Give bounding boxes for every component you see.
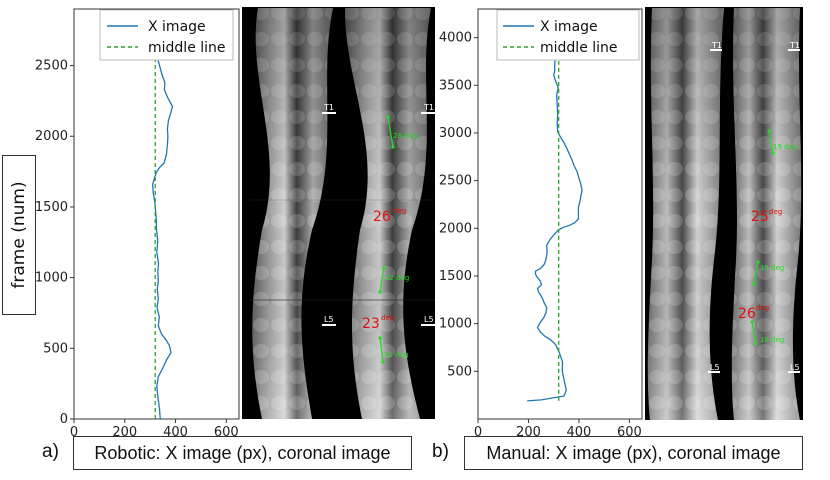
legend-box bbox=[496, 9, 640, 61]
y-tick-label: 1000 bbox=[439, 317, 472, 332]
y-axis-label: frame (num) bbox=[9, 181, 29, 289]
angle-green-2: 22 deg bbox=[385, 274, 409, 282]
coronal-images-b: T1 T1 L5 L5 19 deg 25 deg 15 deg 26 deg … bbox=[645, 7, 803, 420]
legend-label-x-image: X image bbox=[148, 19, 206, 35]
angle-red-1-unit: deg bbox=[769, 208, 782, 216]
caption-a-text: Robotic: X image (px), coronal image bbox=[94, 442, 391, 463]
angle-red-1-value: 25 bbox=[751, 209, 769, 225]
angle-red-1-value: 26 bbox=[373, 209, 391, 225]
plot-b: 0 200 400 600500100015002000250030003500400… bbox=[439, 8, 643, 440]
angle-point-green bbox=[754, 342, 758, 346]
y-tick-label: 500 bbox=[43, 341, 68, 356]
angle-point-green bbox=[767, 129, 771, 133]
angle-point-green bbox=[752, 282, 756, 286]
angle-green-3: 18 deg bbox=[760, 336, 784, 344]
angle-point-green bbox=[382, 266, 386, 270]
angle-red-2-unit: deg bbox=[756, 304, 769, 312]
angle-green-2: 15 deg bbox=[760, 264, 784, 272]
y-tick-label: 500 bbox=[447, 364, 472, 379]
legend-label-middle-line: middle line bbox=[540, 40, 618, 56]
legend-label-x-image: X image bbox=[540, 19, 598, 35]
caption-letter-a: a) bbox=[42, 441, 59, 462]
caption-a: Robotic: X image (px), coronal image bbox=[73, 436, 412, 470]
series-x-image bbox=[527, 60, 583, 402]
y-tick-label: 2500 bbox=[439, 174, 472, 189]
y-axis-label-box: frame (num) bbox=[2, 155, 36, 315]
angle-point-green bbox=[378, 336, 382, 340]
y-tick-label: 1500 bbox=[439, 269, 472, 284]
caption-b-text: Manual: X image (px), coronal image bbox=[486, 442, 781, 463]
legend-box bbox=[99, 9, 234, 61]
plot-b-frame bbox=[477, 8, 643, 420]
angle-green-3: 31 deg bbox=[384, 351, 408, 359]
spine-image-a-left-shade bbox=[252, 8, 333, 419]
angle-line-green bbox=[768, 130, 774, 154]
level-label-l5-right: L5 bbox=[424, 315, 434, 324]
angle-green-1: 19 deg bbox=[773, 143, 797, 151]
y-tick-label: 1000 bbox=[35, 271, 68, 286]
angle-red-2-unit: deg bbox=[381, 314, 394, 322]
angle-point-green bbox=[750, 320, 754, 324]
y-tick-label: 3000 bbox=[439, 126, 472, 141]
plot-b-lines bbox=[527, 60, 583, 402]
angle-line-green bbox=[379, 337, 384, 363]
angle-point-green bbox=[381, 360, 385, 364]
plot-b-legend: X image middle line bbox=[496, 9, 640, 61]
caption-b: Manual: X image (px), coronal image bbox=[464, 436, 803, 470]
angle-line-green bbox=[379, 267, 385, 293]
level-label-l5-left: L5 bbox=[324, 315, 334, 324]
plot-a-legend: X image middle line bbox=[99, 9, 234, 61]
angle-point-green bbox=[756, 260, 760, 264]
x-tick-label: 0 bbox=[474, 425, 482, 440]
angle-point-green bbox=[386, 115, 390, 119]
spine-image-b-left-shade bbox=[647, 8, 724, 420]
y-tick-label: 4000 bbox=[439, 31, 472, 46]
angle-point-green bbox=[771, 151, 775, 155]
angle-red-1-unit: deg bbox=[393, 207, 406, 215]
level-label-t1-left: T1 bbox=[711, 41, 722, 50]
legend-label-middle-line: middle line bbox=[148, 40, 226, 56]
y-tick-label: 0 bbox=[60, 412, 68, 427]
spine-image-b-right-shade bbox=[731, 8, 802, 420]
level-label-t1-right: T1 bbox=[789, 41, 800, 50]
plot-a-lines bbox=[152, 11, 174, 420]
level-label-t1-left: T1 bbox=[323, 103, 334, 112]
angle-red-2-value: 26 bbox=[738, 306, 756, 322]
angle-point-green bbox=[391, 145, 395, 149]
level-label-l5-left: L5 bbox=[710, 363, 720, 372]
angle-line-green bbox=[751, 321, 757, 345]
level-label-l5-right: L5 bbox=[790, 363, 800, 372]
caption-letter-b: b) bbox=[432, 441, 449, 462]
coronal-images-a: T1 T1 L5 L5 28 deg 26 deg 22 deg 23 deg … bbox=[242, 7, 435, 419]
y-tick-label: 3500 bbox=[439, 78, 472, 93]
angle-green-1: 28 deg bbox=[393, 132, 417, 140]
angle-line-green bbox=[753, 261, 759, 285]
angle-line-green bbox=[387, 116, 394, 148]
y-tick-label: 2500 bbox=[35, 59, 68, 74]
spine-image-a-right-shade bbox=[344, 8, 431, 419]
y-tick-label: 2000 bbox=[439, 221, 472, 236]
angle-point-green bbox=[378, 290, 382, 294]
y-tick-label: 1500 bbox=[35, 200, 68, 215]
level-label-t1-right: T1 bbox=[423, 103, 434, 112]
angle-red-2-value: 23 bbox=[362, 316, 380, 332]
y-tick-label: 2000 bbox=[35, 129, 68, 144]
x-tick-label: 0 bbox=[70, 425, 78, 440]
